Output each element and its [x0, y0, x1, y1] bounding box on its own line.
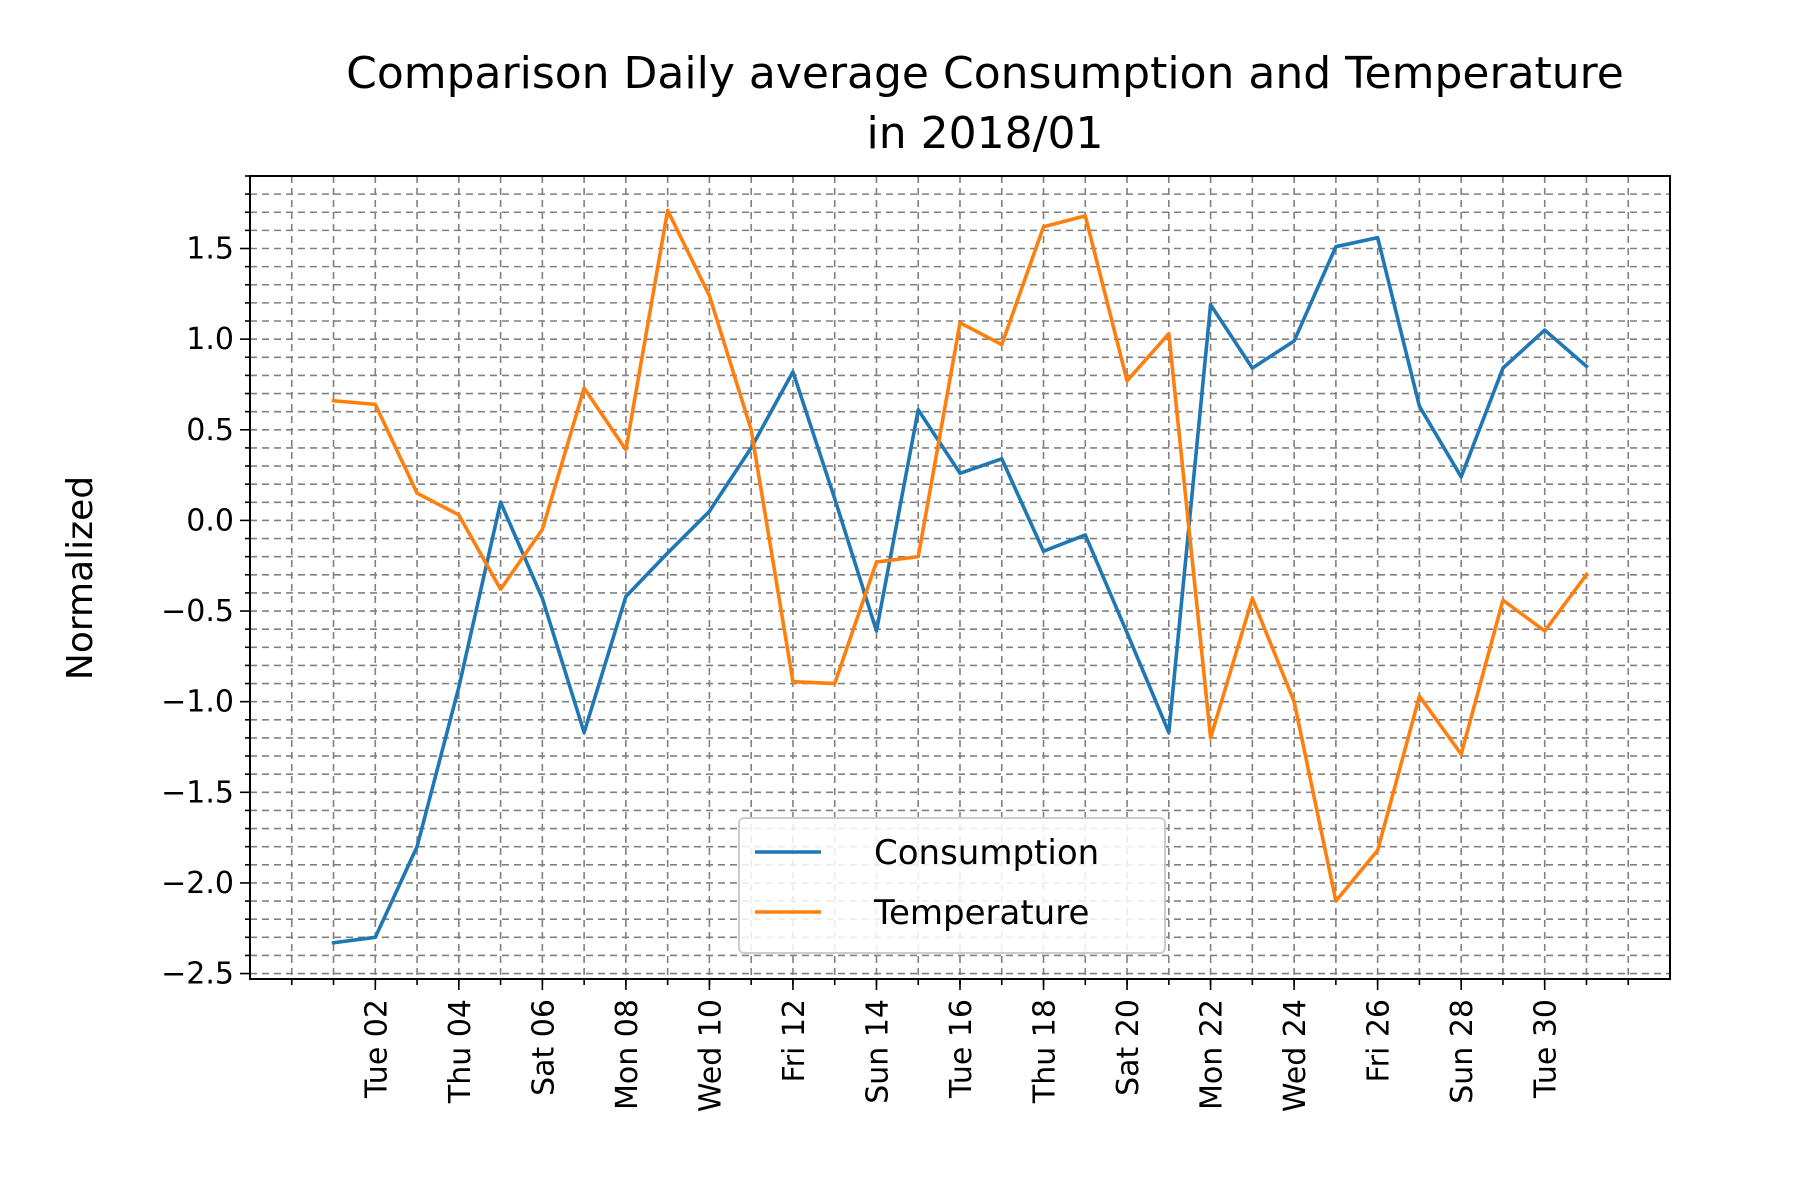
legend-box — [738, 817, 1166, 954]
y-tick-label: 0.5 — [186, 413, 234, 448]
x-tick-label: Tue 30 — [1529, 999, 1564, 1099]
x-tick-label: Mon 22 — [1195, 999, 1230, 1110]
x-tick-label: Sun 28 — [1445, 999, 1480, 1104]
x-tick-label: Fri 26 — [1362, 999, 1397, 1082]
x-tick-label: Sat 20 — [1111, 999, 1146, 1096]
y-tick-label: −1.5 — [161, 775, 234, 810]
chart-title-line1: Comparison Daily average Consumption and… — [346, 48, 1624, 99]
x-tick-label: Fri 12 — [777, 999, 812, 1082]
series-line-temperature — [331, 208, 1589, 903]
series-layer — [331, 208, 1590, 945]
x-tick-label: Tue 02 — [359, 999, 394, 1099]
y-tick-label: −2.5 — [161, 957, 234, 992]
y-axis-label: Normalized — [60, 476, 101, 680]
x-tick-label: Tue 16 — [944, 999, 979, 1099]
x-tick-label: Thu 04 — [443, 999, 478, 1104]
y-tick-label: 0.0 — [186, 503, 234, 538]
tick-layer: 1.5 1.0 0.5 0.0 −0.5 −1.0 −1.5 −2.0 −2.5 Tue 02 Th… — [161, 175, 1630, 1112]
y-tick-label: −2.0 — [161, 866, 234, 901]
legend-label-consumption: Consumption — [874, 833, 1099, 873]
legend-label-temperature: Temperature — [873, 893, 1089, 933]
y-tick-label: 1.5 — [186, 232, 234, 267]
grid-layer — [250, 175, 1670, 979]
chart-title-line2: in 2018/01 — [867, 108, 1104, 159]
x-tick-label: Wed 24 — [1278, 999, 1313, 1112]
series-line-consumption — [331, 235, 1590, 945]
x-tick-label: Wed 10 — [693, 999, 728, 1112]
x-tick-label: Sun 14 — [860, 999, 895, 1104]
y-tick-label: −0.5 — [161, 594, 234, 629]
y-tick-label: −1.0 — [161, 685, 234, 720]
legend: Consumption Temperature — [738, 817, 1166, 954]
y-tick-label: 1.0 — [186, 322, 234, 357]
x-tick-label: Mon 08 — [610, 999, 645, 1110]
x-tick-label: Thu 18 — [1028, 999, 1063, 1104]
x-tick-label: Sat 06 — [526, 999, 561, 1096]
